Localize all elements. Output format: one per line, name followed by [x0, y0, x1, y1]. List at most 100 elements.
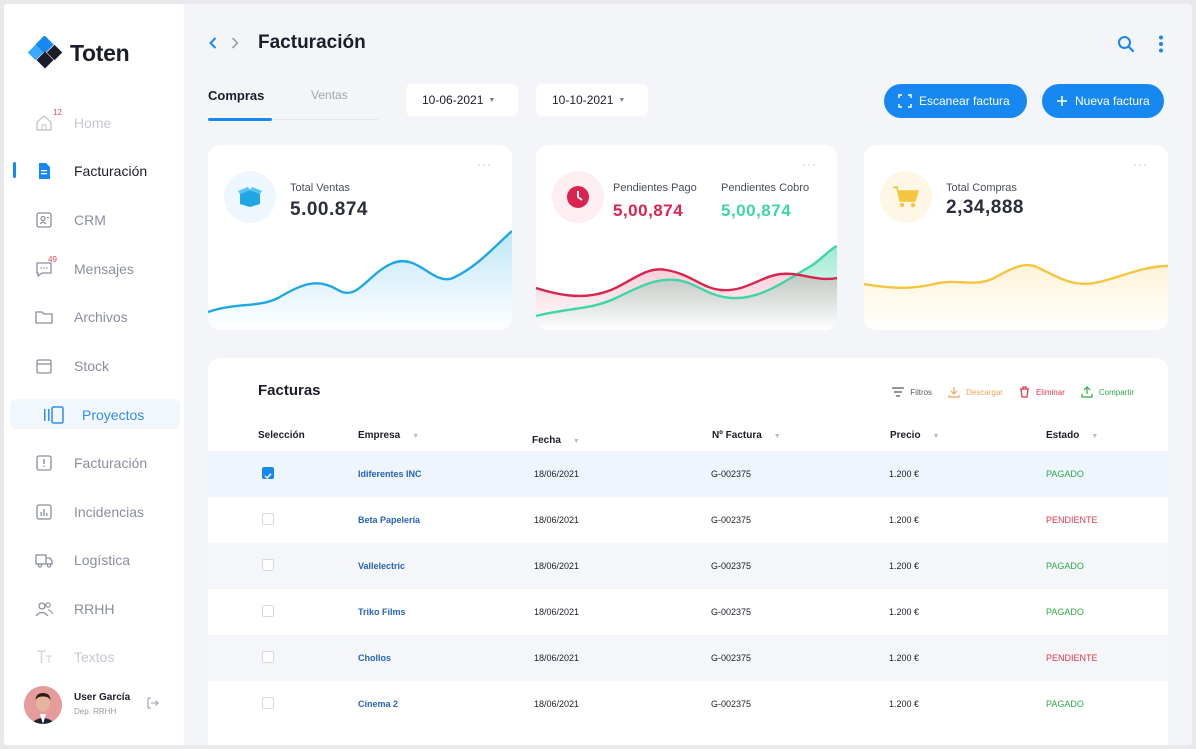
cell-empresa[interactable]: Idiferentes INC [358, 469, 422, 479]
col-header-seleccion: Selección [258, 430, 305, 441]
compras-trend-chart [864, 263, 1168, 330]
sort-icon: ▼ [1091, 433, 1099, 440]
document-icon [39, 163, 50, 179]
cell-fecha: 18/06/2021 [534, 607, 580, 617]
card-menu-icon[interactable]: ··· [1133, 157, 1148, 171]
download-button[interactable]: Descargar [948, 386, 1003, 398]
table-row[interactable]: Triko Films 18/06/2021 G-002375 1.200 € … [208, 589, 1168, 635]
cell-factura: G-002375 [711, 653, 752, 663]
col-header-factura[interactable]: Nº Factura ▼ [712, 430, 781, 441]
home-badge: 12 [53, 108, 62, 117]
table-row[interactable]: Beta Papelería 18/06/2021 G-002375 1.200… [208, 497, 1168, 543]
date-from-select[interactable]: 10-06-2021 ▼ [406, 84, 518, 116]
sidebar-item-logistica[interactable]: Logística [4, 544, 184, 574]
cell-empresa[interactable]: Vallelectric [358, 561, 406, 571]
delete-button[interactable]: Eliminar [1019, 386, 1065, 398]
card-menu-icon[interactable]: ··· [477, 157, 492, 171]
row-checkbox[interactable] [262, 513, 274, 525]
sidebar-item-crm[interactable]: CRM [4, 204, 184, 234]
date-to-select[interactable]: 10-10-2021 ▼ [536, 84, 648, 116]
trash-icon [1019, 386, 1029, 398]
card-total-ventas: ··· Total Ventas 5.00.874 [208, 145, 512, 330]
row-checkbox[interactable] [262, 467, 274, 480]
forward-arrow-icon[interactable] [230, 36, 240, 50]
cell-estado: PENDIENTE [1046, 515, 1098, 525]
sidebar-item-label: Facturación [74, 455, 148, 471]
new-invoice-button[interactable]: Nueva factura [1042, 84, 1164, 118]
tab-bar: Compras Ventas [208, 88, 378, 121]
sidebar-item-textos[interactable]: Textos [4, 641, 184, 671]
card-icon-bg [880, 171, 932, 223]
scan-invoice-button[interactable]: Escanear factura [884, 84, 1027, 118]
sidebar-item-label: Facturación [74, 163, 148, 179]
cell-precio: 1.200 € [889, 561, 920, 571]
truck-icon [35, 554, 53, 568]
sidebar-item-incidencias[interactable]: Incidencias [4, 496, 184, 526]
table-row[interactable]: Cinema 2 18/06/2021 G-002375 1.200 € PAG… [208, 681, 1168, 727]
card-menu-icon[interactable]: ··· [802, 157, 817, 171]
col-header-precio[interactable]: Precio ▼ [890, 430, 940, 441]
user-department: Dep. RRHH [74, 707, 117, 716]
pendientes-trend-chart [536, 244, 837, 330]
home-icon [36, 115, 52, 131]
cell-empresa[interactable]: Triko Films [358, 607, 406, 617]
logo[interactable]: Toten [28, 36, 130, 70]
delete-label: Eliminar [1035, 387, 1065, 397]
sidebar-item-facturacion[interactable]: Facturación [4, 155, 184, 185]
card-total-compras: ··· Total Compras 2,34,888 [864, 145, 1168, 330]
col-header-fecha[interactable]: Fecha ▼ [532, 435, 580, 446]
row-checkbox[interactable] [262, 651, 274, 663]
more-vertical-icon[interactable] [1158, 34, 1164, 54]
cell-empresa[interactable]: Chollos [358, 653, 391, 663]
cell-empresa[interactable]: Beta Papelería [358, 515, 421, 525]
sidebar-item-mensajes[interactable]: 49 Mensajes [4, 253, 184, 283]
sidebar-item-rrhh[interactable]: RRHH [4, 593, 184, 623]
text-icon [37, 650, 52, 663]
table-row[interactable]: Chollos 18/06/2021 G-002375 1.200 € PEND… [208, 635, 1168, 681]
col-header-empresa[interactable]: Empresa ▼ [358, 430, 419, 441]
sidebar-item-label: Home [74, 115, 112, 131]
row-checkbox[interactable] [262, 559, 274, 571]
sidebar-item-stock[interactable]: Stock [4, 350, 184, 380]
logout-icon[interactable] [146, 696, 160, 710]
share-button[interactable]: Compartir [1081, 386, 1134, 398]
chevron-down-icon: ▼ [618, 96, 626, 104]
cell-estado: PAGADO [1046, 607, 1084, 617]
date-to-value: 10-10-2021 [552, 93, 614, 107]
app-window: Toten 12 Home Facturación CRM 49 Mensaje… [4, 4, 1192, 745]
table-row[interactable]: Idiferentes INC 18/06/2021 G-002375 1.20… [208, 451, 1168, 497]
contact-card-icon [36, 212, 52, 228]
table-row[interactable]: Vallelectric 18/06/2021 G-002375 1.200 €… [208, 543, 1168, 589]
sidebar-item-home[interactable]: 12 Home [4, 107, 184, 137]
page-title: Facturación [258, 32, 366, 53]
cell-factura: G-002375 [711, 699, 752, 709]
sidebar-item-archivos[interactable]: Archivos [4, 301, 184, 331]
date-from-value: 10-06-2021 [422, 93, 484, 107]
user-profile[interactable]: User García Dep. RRHH [24, 686, 174, 726]
sidebar-item-facturacion-2[interactable]: Facturación [4, 447, 184, 477]
cell-precio: 1.200 € [889, 607, 920, 617]
cell-factura: G-002375 [711, 469, 752, 479]
tab-ventas[interactable]: Ventas [311, 88, 348, 102]
filter-button[interactable]: Filtros [892, 387, 932, 397]
sidebar-item-label: Archivos [74, 309, 128, 325]
row-checkbox[interactable] [262, 697, 274, 709]
pago-value: 5,00,874 [613, 201, 684, 220]
kanban-icon [44, 406, 64, 424]
cell-empresa[interactable]: Cinema 2 [358, 699, 399, 709]
back-arrow-icon[interactable] [208, 36, 218, 50]
cobro-label: Pendientes Cobro [721, 182, 810, 194]
row-checkbox[interactable] [262, 605, 274, 617]
sidebar-item-label: Mensajes [74, 261, 134, 277]
shopping-cart-icon [893, 186, 920, 208]
col-header-estado[interactable]: Estado ▼ [1046, 430, 1098, 441]
chevron-down-icon: ▼ [488, 96, 496, 104]
search-icon[interactable] [1116, 34, 1136, 54]
tab-compras[interactable]: Compras [208, 88, 265, 103]
sort-icon: ▼ [412, 433, 420, 440]
sidebar-item-proyectos[interactable]: Proyectos [10, 399, 180, 429]
chat-icon [36, 262, 52, 278]
col-header-label: Fecha [532, 435, 561, 446]
package-icon [238, 187, 262, 207]
breadcrumb: Facturación [208, 32, 366, 54]
